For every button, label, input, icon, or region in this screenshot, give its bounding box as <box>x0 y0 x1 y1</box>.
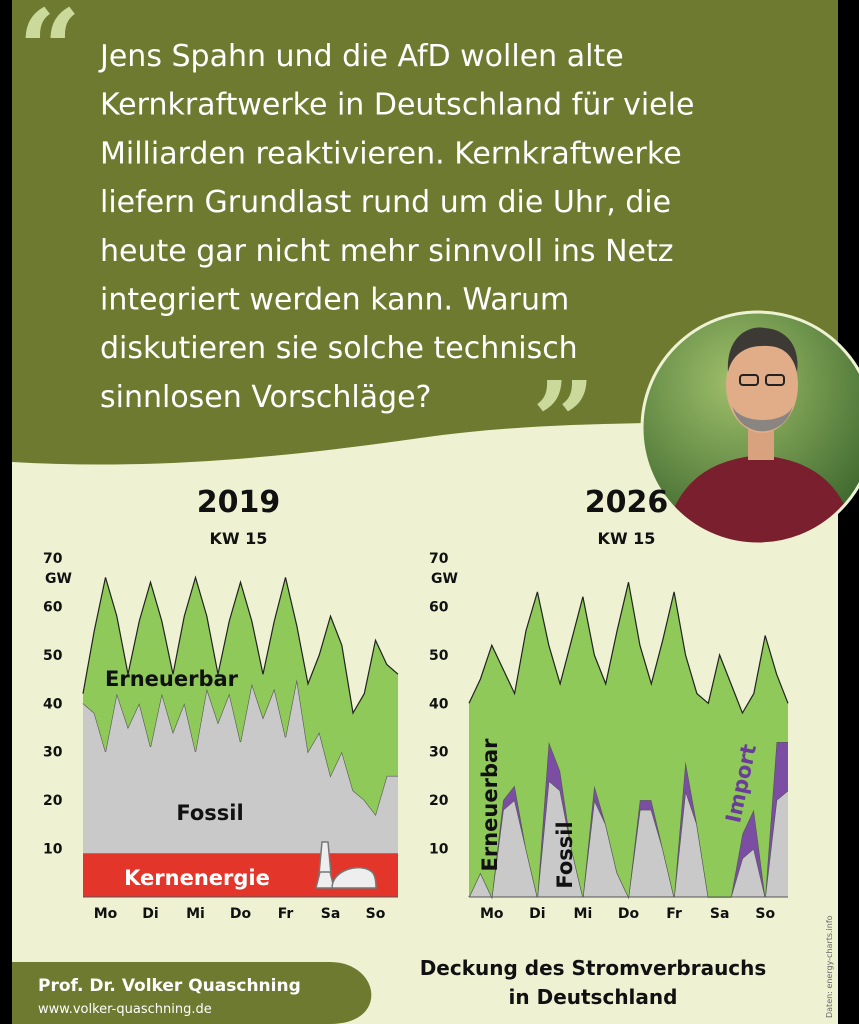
x-tick-label: Fr <box>666 906 682 922</box>
quote-line: liefern Grundlast rund um die Uhr, die <box>100 185 671 220</box>
area <box>469 742 788 897</box>
area <box>83 577 398 815</box>
x-tick-label: Di <box>142 906 158 922</box>
x-tick-label: Sa <box>710 906 730 922</box>
chart-subtitle: KW 15 <box>598 529 656 548</box>
y-tick-label: 20 <box>43 793 63 809</box>
source: Daten: energy-charts.info <box>825 915 834 1018</box>
chart-title: 2019 <box>197 485 281 520</box>
series-label: Erneuerbar <box>105 667 239 691</box>
y-axis-unit: GW <box>431 571 458 587</box>
y-tick-label: 60 <box>429 599 449 615</box>
x-tick-label: Mi <box>574 906 593 922</box>
caption: Deckung des Stromverbrauchs <box>420 956 767 980</box>
quote-line: sinnlosen Vorschläge? <box>100 380 431 415</box>
y-tick-label: 10 <box>429 842 449 858</box>
y-tick-label: 60 <box>43 599 63 615</box>
author: Prof. Dr. Volker Quaschning <box>38 976 301 996</box>
x-tick-label: So <box>755 906 775 922</box>
series-label: Fossil <box>176 801 243 825</box>
x-tick-label: Sa <box>321 906 341 922</box>
series-label: Erneuerbar <box>478 738 502 872</box>
chart-title: 2026 <box>585 485 669 520</box>
x-tick-label: So <box>366 906 386 922</box>
quote-line: Jens Spahn und die AfD wollen alte <box>98 39 624 74</box>
x-tick-label: Mo <box>94 906 118 922</box>
x-tick-label: Fr <box>278 906 294 922</box>
x-tick-label: Do <box>618 906 640 922</box>
y-tick-label: 40 <box>429 696 449 712</box>
area <box>469 780 788 897</box>
quote-close: ” <box>532 357 595 486</box>
y-tick-label: 20 <box>429 793 449 809</box>
quote-line: heute gar nicht mehr sinnvoll ins Netz <box>100 234 674 269</box>
header-band <box>12 0 838 465</box>
portrait <box>642 312 859 544</box>
area <box>469 582 788 897</box>
area-outline <box>468 582 789 715</box>
quote: Jens Spahn und die AfD wollen alte Kernkr… <box>98 39 694 415</box>
y-tick-label: 30 <box>429 745 449 761</box>
x-tick-label: Di <box>529 906 545 922</box>
website: www.volker-quaschning.de <box>38 1002 212 1017</box>
x-tick-label: Mi <box>186 906 205 922</box>
quote-line: integriert werden kann. Warum <box>100 283 569 318</box>
caption: in Deutschland <box>509 985 678 1009</box>
charts: 2019 KW 15 10 20 30 40 50 60 70 GW Mo Di Mi Do Fr Sa So K… <box>43 485 789 922</box>
area-outline <box>82 575 399 715</box>
area <box>83 679 398 854</box>
nuclear-plant-icon <box>315 841 377 889</box>
quote-open: “ <box>18 0 81 114</box>
y-tick-label: 50 <box>43 648 63 664</box>
y-axis-unit: GW <box>45 571 72 587</box>
series-label: Fossil <box>553 821 577 888</box>
quote-line: diskutieren sie solche technisch <box>100 331 578 366</box>
y-tick-label: 30 <box>43 745 63 761</box>
y-tick-label: 50 <box>429 648 449 664</box>
quote-line: Kernkraftwerke in Deutschland für viele <box>100 88 694 123</box>
y-tick-label: 70 <box>43 551 63 567</box>
portrait-frame <box>640 310 859 546</box>
x-tick-label: Do <box>230 906 252 922</box>
y-tick-label: 70 <box>429 551 449 567</box>
chart-subtitle: KW 15 <box>210 529 268 548</box>
y-tick-label: 10 <box>43 842 63 858</box>
series-label: Kernenergie <box>124 866 270 890</box>
quote-line: Milliarden reaktivieren. Kernkraftwerke <box>100 136 682 171</box>
y-tick-label: 40 <box>43 696 63 712</box>
author-band <box>12 962 372 1024</box>
x-tick-label: Mo <box>480 906 504 922</box>
